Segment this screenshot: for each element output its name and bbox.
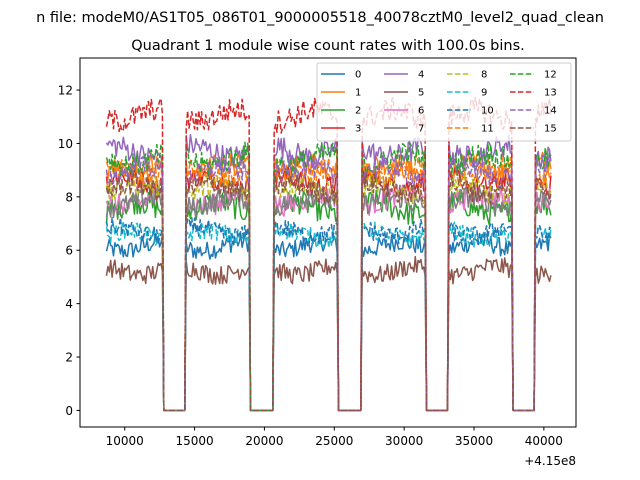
axes-frame — [79, 57, 577, 428]
y-tick-label: 12 — [58, 84, 73, 98]
x-tick-label: 40000 — [525, 434, 563, 448]
legend-label-4: 4 — [418, 70, 424, 81]
series-line-9 — [105, 220, 552, 412]
y-tick-label: 0 — [65, 404, 73, 418]
series-line-8 — [105, 172, 552, 412]
x-axis-offset-label: +4.15e8 — [524, 454, 576, 468]
series-line-7 — [105, 186, 552, 412]
legend-label-12: 12 — [544, 70, 557, 81]
y-tick-label: 2 — [65, 351, 73, 365]
legend-label-2: 2 — [355, 106, 361, 117]
legend-label-15: 15 — [544, 124, 557, 135]
figure-suptitle: n file: modeM0/AS1T05_086T01_9000005518_… — [36, 10, 604, 26]
legend-label-1: 1 — [355, 88, 361, 99]
legend-label-0: 0 — [355, 70, 361, 81]
x-tick-label: 30000 — [385, 434, 423, 448]
legend-label-5: 5 — [418, 88, 424, 99]
x-axis: 10000 15000 20000 25000 30000 35000 40000 — [106, 427, 563, 448]
series-line-0 — [105, 231, 552, 412]
series-line-2 — [105, 189, 552, 412]
legend-label-14: 14 — [544, 106, 557, 117]
legend-label-11: 11 — [481, 124, 494, 135]
x-tick-label: 20000 — [245, 434, 283, 448]
x-tick-label: 35000 — [455, 434, 493, 448]
series-line-12 — [105, 141, 552, 412]
legend-label-7: 7 — [418, 124, 424, 135]
legend-label-9: 9 — [481, 88, 487, 99]
chart-title: Quadrant 1 module wise count rates with … — [131, 38, 525, 54]
series-line-15 — [105, 172, 552, 412]
series-line-5 — [105, 255, 552, 412]
x-tick-label: 10000 — [106, 434, 144, 448]
x-tick-label: 15000 — [175, 434, 213, 448]
y-tick-label: 8 — [65, 190, 73, 204]
legend-label-13: 13 — [544, 88, 557, 99]
y-tick-label: 4 — [65, 297, 73, 311]
y-tick-label: 10 — [58, 137, 73, 151]
series-layer — [105, 96, 552, 412]
legend-label-3: 3 — [355, 124, 361, 135]
legend-label-6: 6 — [418, 106, 424, 117]
series-line-13 — [105, 96, 552, 412]
legend-label-10: 10 — [481, 106, 494, 117]
legend-frame — [316, 62, 572, 142]
y-axis: 0 2 4 6 8 10 12 — [58, 84, 80, 418]
legend-label-8: 8 — [481, 70, 487, 81]
series-line-10 — [105, 216, 552, 412]
x-tick-label: 25000 — [315, 434, 353, 448]
y-tick-label: 6 — [65, 244, 73, 258]
